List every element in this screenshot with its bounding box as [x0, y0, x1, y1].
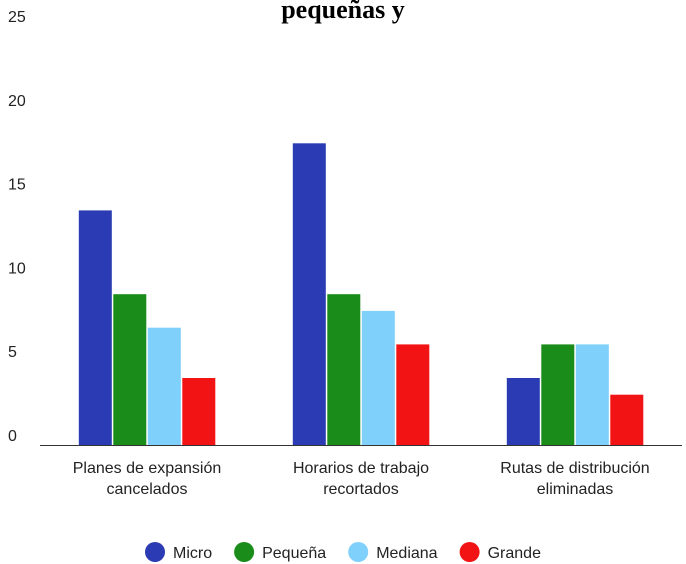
bar-micro — [78, 210, 112, 445]
bar-micro — [506, 378, 540, 445]
x-category-label: Horarios de trabajo — [293, 460, 429, 477]
legend-label-mediana: Mediana — [376, 545, 437, 562]
bar-pequeña — [541, 344, 575, 445]
x-category-label: Planes de expansión — [73, 460, 222, 477]
bar-pequeña — [113, 294, 147, 445]
bar-grande — [610, 394, 644, 445]
x-category-label: recortados — [323, 481, 399, 498]
y-tick-label: 0 — [8, 428, 17, 445]
x-category-label: cancelados — [107, 481, 188, 498]
bar-mediana — [147, 327, 181, 445]
y-axis-tick-labels: 0 5 10 15 20 25 — [8, 9, 26, 445]
legend-marker-micro — [145, 542, 165, 562]
legend-label-micro: Micro — [173, 545, 212, 562]
legend: Micro Pequeña Mediana Grande — [145, 542, 541, 562]
x-category-label: Rutas de distribución — [500, 460, 649, 477]
y-tick-label: 10 — [8, 260, 26, 277]
legend-label-grande: Grande — [488, 545, 541, 562]
legend-marker-mediana — [348, 542, 369, 562]
bar-grande — [182, 378, 216, 445]
y-tick-label: 15 — [8, 177, 26, 194]
bar-mediana — [361, 310, 395, 445]
y-tick-label: 20 — [8, 93, 26, 110]
y-tick-label: 25 — [8, 9, 26, 26]
legend-marker-grande — [459, 542, 480, 562]
legend-label-pequeña: Pequeña — [262, 545, 326, 562]
bar-pequeña — [327, 294, 361, 445]
bar-micro — [292, 143, 326, 446]
x-axis-category-labels: Planes de expansión cancelados Horarios de… — [73, 460, 650, 498]
x-category-label: eliminadas — [537, 481, 613, 498]
legend-marker-pequeña — [234, 542, 255, 562]
bar-mediana — [575, 344, 609, 445]
chart-title: pequeñas y — [281, 0, 405, 24]
bar-grande — [396, 344, 430, 445]
y-tick-label: 5 — [8, 344, 17, 361]
bar-series-group — [78, 143, 644, 446]
